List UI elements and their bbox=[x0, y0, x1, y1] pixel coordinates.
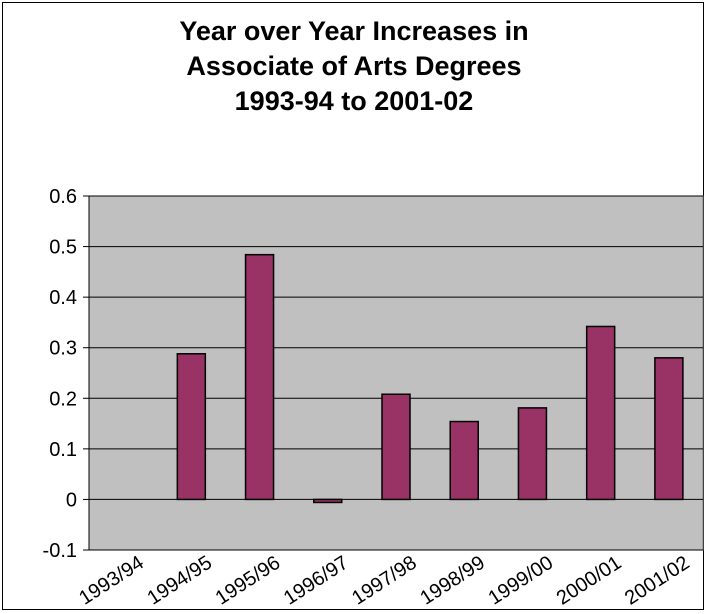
chart-title-line-2: Associate of Arts Degrees bbox=[186, 51, 522, 81]
y-tick-label: 0.5 bbox=[49, 237, 77, 259]
chart-title: Year over Year Increases in Associate of… bbox=[0, 14, 708, 119]
x-tick-label: 1999/00 bbox=[485, 552, 558, 610]
x-tick-label: 2001/02 bbox=[621, 552, 694, 610]
y-tick-label: 0.1 bbox=[49, 439, 77, 461]
x-tick-label: 1995/96 bbox=[212, 552, 285, 610]
x-tick-label: 1993/94 bbox=[75, 552, 148, 610]
y-tick-label: 0.6 bbox=[49, 186, 77, 208]
y-axis: -0.1 0 0.1 0.2 0.3 0.4 0.5 0.6 bbox=[43, 186, 90, 562]
bar bbox=[654, 357, 684, 501]
y-tick-label: -0.1 bbox=[43, 540, 77, 562]
bar bbox=[381, 393, 411, 501]
y-tick-label: 0.4 bbox=[49, 287, 77, 309]
y-tick-label: 0.3 bbox=[49, 338, 77, 360]
chart-title-line-1: Year over Year Increases in bbox=[179, 16, 529, 46]
chart-title-line-3: 1993-94 to 2001-02 bbox=[234, 86, 474, 116]
bar bbox=[313, 498, 343, 504]
y-tick-label: 0 bbox=[66, 489, 77, 511]
x-tick-label: 2000/01 bbox=[553, 552, 626, 610]
bar bbox=[585, 325, 616, 501]
x-tick-label: 1998/99 bbox=[416, 552, 489, 610]
bar bbox=[449, 420, 479, 501]
x-axis: 1993/941994/951995/961996/971997/981998/… bbox=[75, 552, 693, 610]
y-tick-label: 0.2 bbox=[49, 388, 77, 410]
bar bbox=[244, 253, 275, 501]
bars bbox=[176, 253, 684, 504]
x-tick-label: 1996/97 bbox=[280, 552, 353, 610]
x-tick-label: 1997/98 bbox=[348, 552, 421, 610]
x-tick-label: 1994/95 bbox=[143, 552, 216, 610]
bar bbox=[517, 407, 548, 501]
bar bbox=[176, 353, 207, 501]
